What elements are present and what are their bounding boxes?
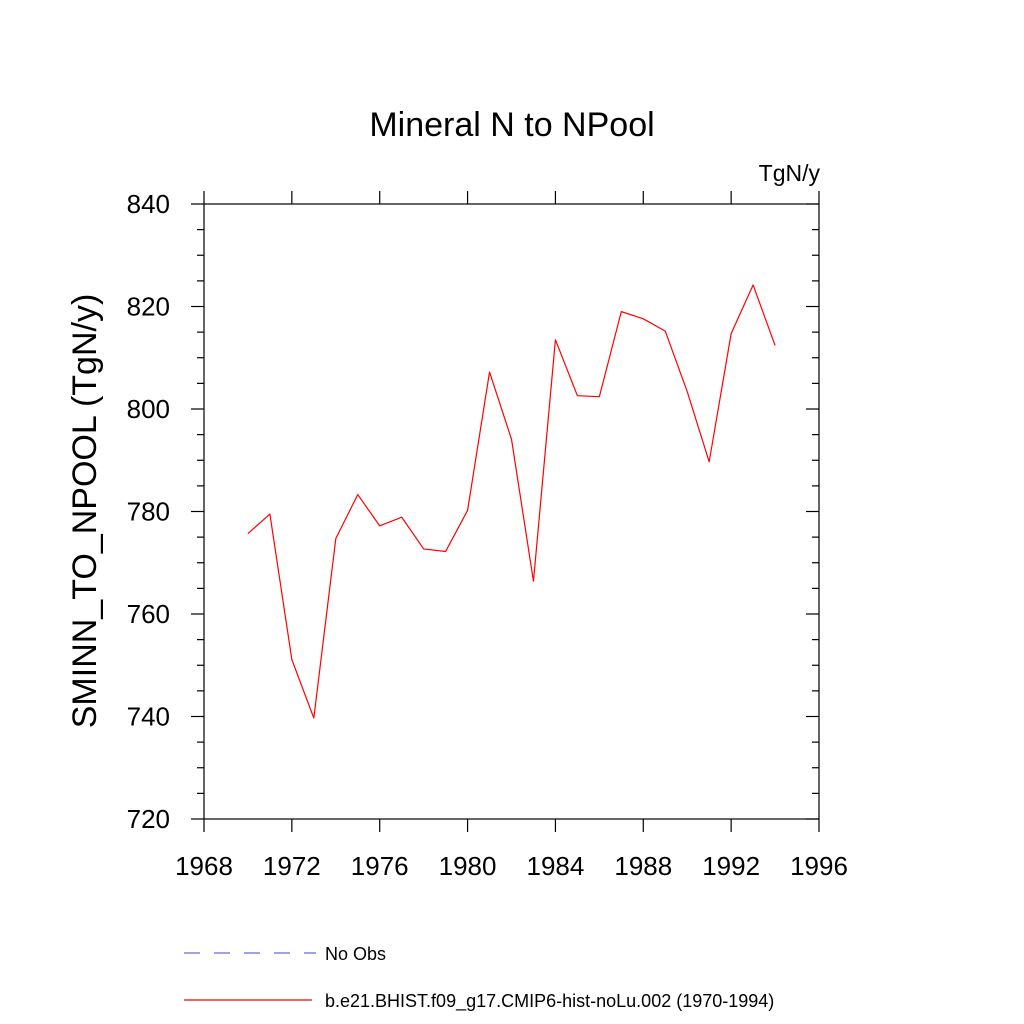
y-tick-label: 720 <box>127 804 170 834</box>
legend: No Obs b.e21.BHIST.f09_g17.CMIP6-hist-no… <box>184 944 774 1012</box>
y-tick-label: 740 <box>127 702 170 732</box>
units-label: TgN/y <box>759 160 821 186</box>
x-tick-label: 1972 <box>263 851 321 881</box>
plot-frame <box>203 203 820 820</box>
y-tick-label: 820 <box>127 292 170 322</box>
x-tick-label: 1992 <box>702 851 760 881</box>
x-tick-label: 1976 <box>351 851 409 881</box>
series-layer <box>247 284 776 719</box>
legend-label-model: b.e21.BHIST.f09_g17.CMIP6-hist-noLu.002 … <box>325 991 774 1012</box>
x-tick-label: 1984 <box>527 851 585 881</box>
y-tick-label: 800 <box>127 394 170 424</box>
x-tick-label: 1988 <box>614 851 672 881</box>
axes-group: 1968 1972 1976 1980 1984 1988 1992 1996 720 740 76… <box>127 189 848 881</box>
y-tick-label: 760 <box>127 599 170 629</box>
x-tick-label: 1980 <box>439 851 497 881</box>
y-tick-label: 780 <box>127 497 170 527</box>
chart-title: Mineral N to NPool <box>369 106 654 144</box>
x-tick-label: 1996 <box>790 851 848 881</box>
legend-label-no-obs: No Obs <box>325 944 386 964</box>
x-tick-label: 1968 <box>175 851 233 881</box>
series-line-0 <box>247 284 776 719</box>
y-tick-label: 840 <box>127 189 170 219</box>
y-axis-label: SMINN_TO_NPOOL (TgN/y) <box>66 294 104 729</box>
